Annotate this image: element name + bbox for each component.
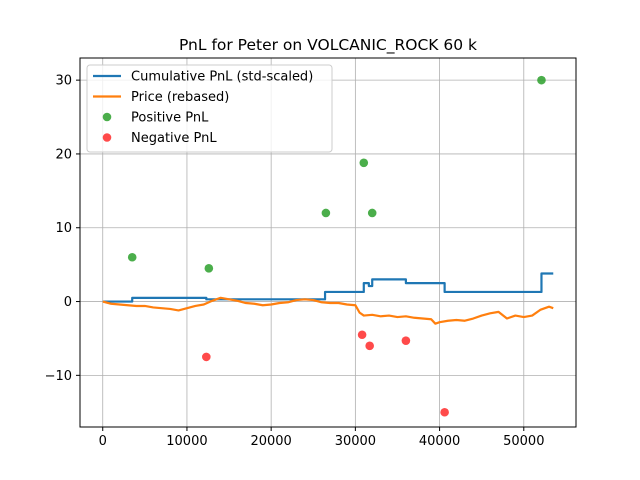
x-tick-label: 40000 bbox=[419, 434, 460, 449]
y-tick-label: −10 bbox=[45, 369, 72, 384]
legend-marker bbox=[102, 112, 112, 122]
positive-pnl-point bbox=[537, 75, 546, 85]
positive-pnl-point bbox=[321, 208, 331, 218]
x-tick-label: 20000 bbox=[250, 434, 291, 449]
x-tick-label: 0 bbox=[99, 434, 107, 449]
price-line bbox=[102, 296, 554, 325]
x-tick-label: 30000 bbox=[335, 434, 376, 449]
positive-pnl-point bbox=[204, 264, 214, 273]
legend-label: Positive PnL bbox=[131, 111, 209, 126]
y-tick-label: 10 bbox=[55, 221, 72, 236]
negative-pnl-point bbox=[365, 341, 374, 351]
y-tick-label: 30 bbox=[55, 74, 72, 89]
x-tick-label: 50000 bbox=[503, 434, 544, 449]
legend-label: Price (rebased) bbox=[131, 90, 229, 105]
legend-label: Negative PnL bbox=[131, 131, 217, 146]
y-tick-label: 0 bbox=[64, 295, 72, 310]
negative-pnl-point bbox=[202, 352, 211, 362]
negative-pnl-point bbox=[401, 336, 411, 345]
legend: Cumulative PnL (std-scaled) Price (rebase… bbox=[86, 64, 333, 153]
series-layer bbox=[102, 75, 554, 417]
x-tick-label: 10000 bbox=[166, 434, 207, 449]
legend-box bbox=[86, 64, 333, 153]
negative-pnl-point bbox=[357, 330, 367, 340]
positive-pnl-point bbox=[359, 158, 369, 168]
plot-frame bbox=[79, 57, 577, 428]
chart-title: PnL for Peter on VOLCANIC_ROCK 60 k bbox=[179, 36, 477, 55]
legend-label: Cumulative PnL (std-scaled) bbox=[131, 70, 313, 85]
positive-pnl-point bbox=[367, 208, 377, 218]
negative-pnl-point bbox=[440, 407, 449, 417]
y-tick-label: 20 bbox=[55, 147, 72, 162]
legend-marker bbox=[102, 133, 112, 142]
cumulative-pnl-line bbox=[102, 272, 554, 303]
positive-pnl-point bbox=[127, 252, 137, 262]
axes: 0 10000 20000 30000 40000 50000 −10 0 10 20 30 bbox=[45, 57, 577, 449]
